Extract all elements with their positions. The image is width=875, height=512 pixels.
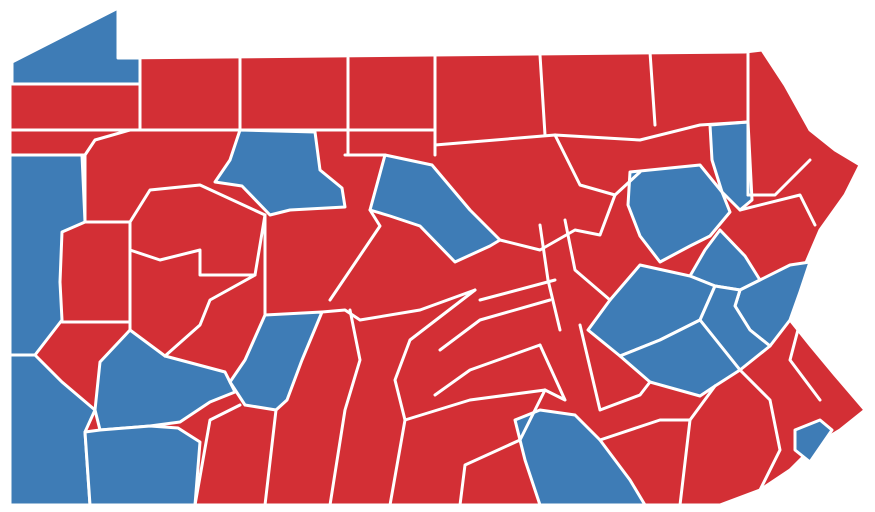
county-fayette (83, 424, 202, 507)
county-border (388, 288, 477, 507)
county-chester (618, 318, 742, 398)
county-border (498, 170, 642, 252)
county-border (128, 248, 257, 277)
county-border (60, 320, 132, 332)
county-washington-greene (8, 353, 97, 507)
county-border (163, 213, 267, 358)
county-border (83, 153, 132, 324)
county-border (328, 208, 382, 302)
county-border (598, 418, 692, 507)
county-border (738, 368, 782, 492)
county-border (746, 158, 812, 197)
county-border (553, 133, 617, 197)
county-border (478, 278, 557, 302)
county-border (193, 403, 242, 507)
county-border (788, 320, 822, 402)
county-erie (10, 6, 142, 86)
county-border (263, 408, 278, 507)
county-lackawanna-luzerne (626, 163, 732, 264)
county-border (433, 343, 542, 397)
county-border (688, 384, 717, 422)
county-border (328, 308, 362, 507)
county-border (128, 183, 267, 224)
county-allegheny-westmoreland (93, 328, 237, 432)
county-border (10, 128, 132, 157)
county-border (320, 288, 477, 322)
county-elk (213, 128, 347, 217)
county-border (538, 53, 547, 137)
county-border (438, 298, 552, 352)
county-border (538, 343, 567, 402)
county-border (138, 56, 437, 132)
county-border (578, 323, 652, 412)
county-border (738, 193, 817, 227)
county-border (403, 388, 547, 422)
county-centre (368, 153, 502, 264)
county-border (518, 388, 547, 442)
county-border (563, 218, 612, 302)
county-philadelphia (793, 418, 834, 464)
county-york (513, 408, 647, 507)
county-border (538, 223, 562, 332)
county-border (433, 120, 750, 147)
county-border (648, 50, 657, 127)
county-border (458, 438, 522, 507)
